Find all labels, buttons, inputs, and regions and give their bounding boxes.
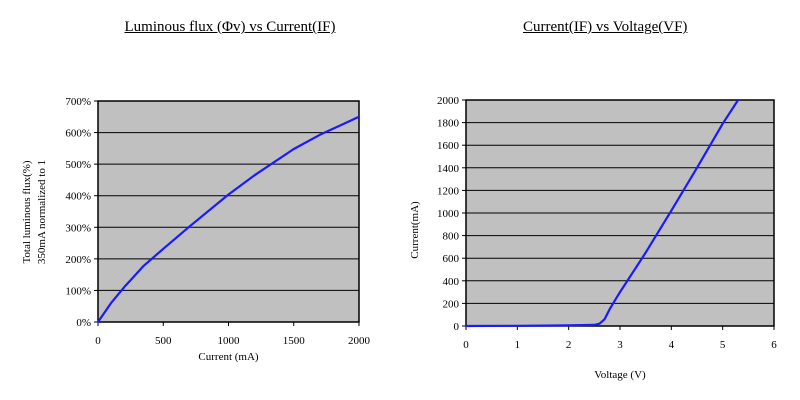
y-tick-label-1-10: 2000 — [437, 95, 460, 107]
x-tick-label-1-2: 2 — [566, 339, 572, 351]
x-tick-label-1-6: 6 — [771, 339, 777, 351]
y-tick-label-0-3: 300% — [65, 222, 91, 234]
y-tick-label-1-0: 0 — [454, 321, 460, 333]
y-axis-label-1-0: Current(mA) — [409, 201, 421, 259]
y-tick-label-1-8: 1600 — [437, 140, 460, 152]
y-axis-label-0-0: Total luminous flux(%) — [21, 160, 33, 263]
chart-title-luminous-flux: Luminous flux (Φv) vs Current(IF) — [124, 19, 336, 35]
x-tick-label-0-2: 1000 — [218, 335, 241, 347]
y-tick-label-0-1: 100% — [65, 285, 91, 297]
x-tick-label-0-4: 2000 — [348, 335, 371, 347]
x-tick-label-1-0: 0 — [463, 339, 469, 351]
x-tick-label-0-1: 500 — [155, 335, 172, 347]
y-tick-label-0-4: 400% — [65, 191, 91, 203]
y-tick-label-0-6: 600% — [65, 128, 91, 140]
series-line-0-0 — [96, 115, 361, 324]
chart-title-current-voltage: Current(IF) vs Voltage(VF) — [523, 19, 688, 35]
plot-border-1 — [465, 99, 775, 327]
y-axis-label-0-1: 350mA normalized to 1 — [36, 160, 48, 264]
y-tick-label-1-3: 600 — [443, 253, 460, 265]
series-line-1-0 — [464, 98, 740, 328]
x-tick-label-1-1: 1 — [515, 339, 521, 351]
y-tick-label-1-2: 400 — [443, 276, 460, 288]
y-tick-label-1-6: 1200 — [437, 185, 460, 197]
x-tick-label-0-0: 0 — [95, 335, 101, 347]
plot-border-0 — [97, 100, 360, 323]
y-tick-label-0-2: 200% — [65, 254, 91, 266]
y-tick-label-1-9: 1800 — [437, 118, 460, 130]
x-tick-label-1-4: 4 — [669, 339, 675, 351]
x-axis-label-0: Current (mA) — [198, 351, 259, 363]
y-tick-label-1-4: 800 — [443, 231, 460, 243]
x-axis-label-1: Voltage (V) — [594, 369, 646, 381]
y-tick-label-0-5: 500% — [65, 159, 91, 171]
y-tick-label-0-7: 700% — [65, 96, 91, 108]
x-tick-label-1-5: 5 — [720, 339, 726, 351]
y-tick-label-1-5: 1000 — [437, 208, 460, 220]
x-tick-label-1-3: 3 — [617, 339, 623, 351]
y-tick-label-1-7: 1400 — [437, 163, 460, 175]
y-tick-label-0-0: 0% — [76, 317, 91, 329]
y-tick-label-1-1: 200 — [443, 298, 460, 310]
x-tick-label-0-3: 1500 — [283, 335, 306, 347]
